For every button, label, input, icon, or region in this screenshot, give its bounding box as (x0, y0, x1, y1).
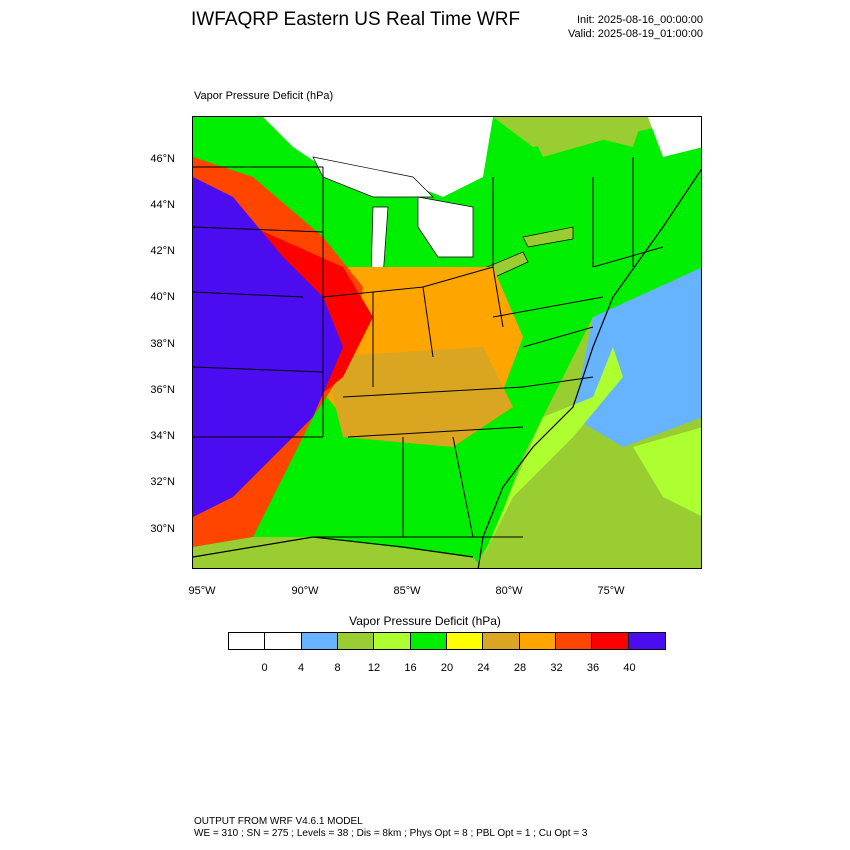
lon-label: 95°W (188, 585, 216, 597)
colorbar-swatch (265, 633, 302, 649)
lake-ontario (522, 226, 574, 248)
lat-label: 30°N (150, 523, 175, 535)
lon-label: 85°W (393, 585, 421, 597)
gulf-coastline (193, 536, 474, 558)
lat-label: 42°N (150, 245, 175, 257)
colorbar-tick-label: 12 (367, 662, 381, 674)
coastal-band (483, 347, 623, 557)
extreme-vpd (193, 177, 343, 517)
colorbar-tick-label: 0 (261, 662, 268, 674)
lat-label: 34°N (150, 430, 175, 442)
colorbar-tick-label: 24 (477, 662, 490, 674)
time-info: Init: 2025-08-16_00:00:00 Valid: 2025-08… (568, 13, 703, 41)
colorbar-swatch (410, 633, 447, 649)
colorbar-tick-label: 8 (334, 662, 341, 674)
colorbar-swatch (592, 633, 629, 649)
model-version: OUTPUT FROM WRF V4.6.1 MODEL (194, 816, 363, 827)
colorbar-swatch (555, 633, 593, 649)
lat-label: 40°N (150, 291, 175, 303)
low-vpd-north (493, 117, 643, 147)
colorbar-tick-label: 36 (586, 662, 600, 674)
state-borders (193, 157, 664, 538)
colorbar-tick-label: 20 (440, 662, 454, 674)
lon-label: 90°W (291, 585, 319, 597)
colorbar-swatch (337, 633, 375, 649)
valid-time: Valid: 2025-08-19_01:00:00 (568, 28, 703, 40)
colorbar-swatch (446, 633, 484, 649)
colorbar-tick-label: 28 (513, 662, 527, 674)
lon-label: 80°W (495, 585, 523, 597)
field-label: Vapor Pressure Deficit (hPa) (194, 90, 334, 102)
lat-label: 36°N (150, 384, 175, 396)
lat-label: 46°N (150, 153, 175, 165)
colorbar-swatch (374, 633, 411, 649)
plot-title: IWFAQRP Eastern US Real Time WRF (191, 9, 521, 30)
lon-label: 75°W (597, 585, 625, 597)
high-vpd-south (323, 347, 513, 447)
lat-label: 44°N (150, 199, 175, 211)
low-vpd-north (648, 117, 701, 157)
colorbar (228, 632, 666, 650)
init-time: Init: 2025-08-16_00:00:00 (577, 14, 703, 26)
low-vpd-north (263, 117, 493, 197)
colorbar-swatch (229, 633, 266, 649)
colorbar-swatch (628, 633, 665, 649)
model-config: WE = 310 ; SN = 275 ; Levels = 38 ; Dis … (194, 828, 588, 839)
colorbar-swatch (519, 633, 556, 649)
colorbar-tick-label: 16 (404, 662, 417, 674)
map-panel (192, 116, 702, 569)
vpd-map (193, 117, 701, 568)
lake-huron (417, 196, 474, 258)
coastline (477, 168, 701, 568)
colorbar-swatch (301, 633, 338, 649)
colorbar-title: Vapor Pressure Deficit (hPa) (349, 614, 501, 628)
ocean-band (633, 427, 701, 516)
colorbar-tick-label: 32 (550, 662, 563, 674)
lat-label: 32°N (150, 476, 175, 488)
lake-superior (312, 156, 434, 198)
ocean-band (573, 267, 701, 447)
colorbar-tick-label: 4 (297, 662, 305, 674)
colorbar-swatch (483, 633, 520, 649)
model-info: OUTPUT FROM WRF V4.6.1 MODEL WE = 310 ; … (194, 816, 587, 840)
colorbar-tick-label: 40 (623, 662, 636, 674)
lat-label: 38°N (150, 338, 175, 350)
